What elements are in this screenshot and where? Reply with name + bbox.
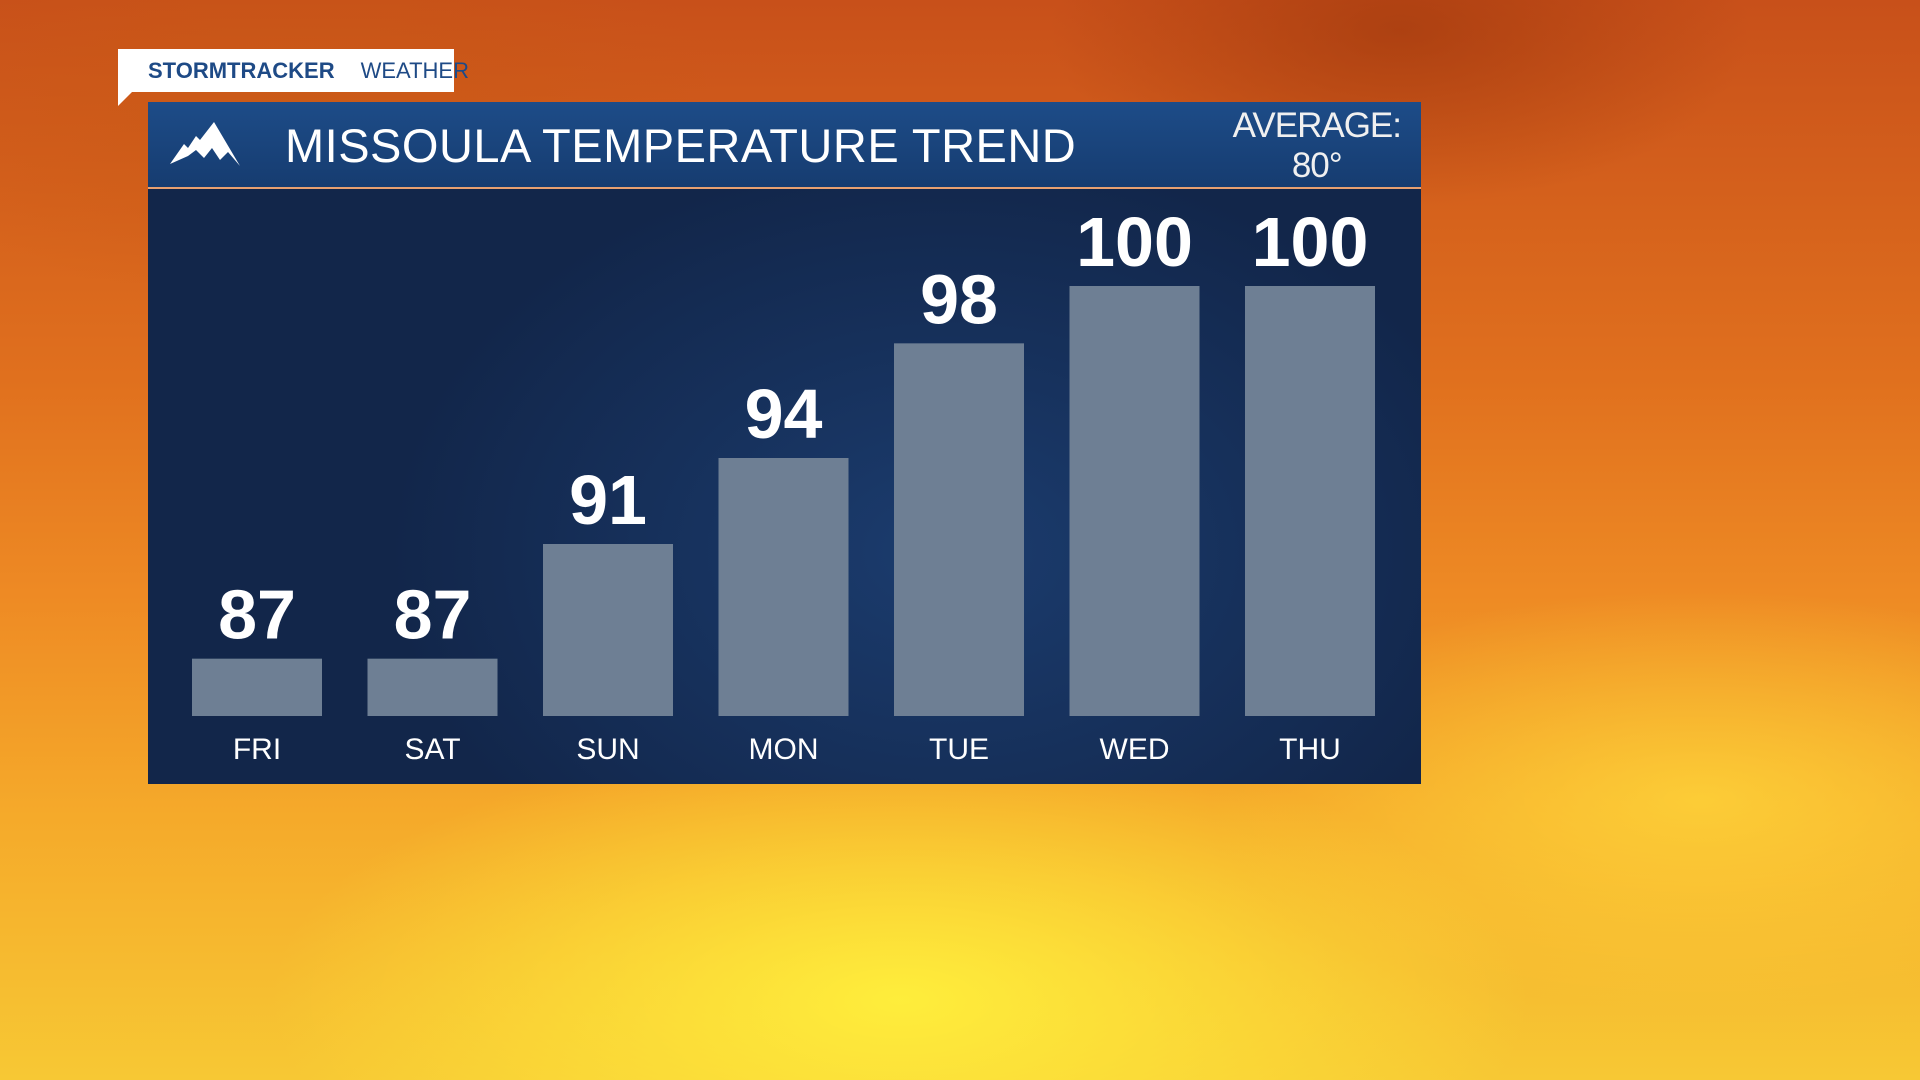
bar-wed [1069, 286, 1200, 716]
average-value: 80° [1291, 146, 1343, 185]
value-label: 100 [1076, 203, 1193, 281]
day-label: WED [1100, 733, 1170, 766]
value-label: 98 [920, 260, 998, 338]
stormtracker-weather-brand: STORMTRACKER WEATHER [118, 49, 469, 106]
bar-mon [718, 458, 849, 716]
value-label: 91 [569, 461, 647, 539]
value-label: 100 [1252, 203, 1369, 281]
average-label: AVERAGE: [1232, 106, 1402, 145]
chart-title: MISSOULA TEMPERATURE TREND [285, 119, 1077, 172]
day-label: SUN [576, 733, 639, 766]
bar-thu [1245, 286, 1375, 716]
day-label: TUE [929, 733, 989, 766]
average-temperature: AVERAGE: 80° [1232, 106, 1402, 186]
value-label: 87 [394, 576, 472, 654]
temperature-trend-panel: MISSOULA TEMPERATURE TREND AVERAGE: 80° … [148, 102, 1421, 784]
bar-sat [367, 658, 498, 716]
brand-secondary: WEATHER [360, 57, 469, 83]
day-label: MON [749, 733, 819, 766]
day-label: SAT [404, 733, 460, 766]
mountain-icon [170, 122, 240, 166]
day-label: FRI [233, 733, 281, 766]
bar-sun [543, 544, 673, 716]
value-label: 87 [218, 576, 296, 654]
bar-fri [192, 658, 322, 716]
day-label: THU [1279, 733, 1341, 766]
brand-primary: STORMTRACKER [148, 57, 335, 83]
value-label: 94 [745, 375, 823, 453]
panel-header: MISSOULA TEMPERATURE TREND AVERAGE: 80° [148, 102, 1421, 189]
bar-tue [894, 343, 1024, 716]
bar-chart: 87 FRI 87 SAT 91 SUN 94 MON 98 TUE 100 WED 100 THU [192, 203, 1375, 766]
